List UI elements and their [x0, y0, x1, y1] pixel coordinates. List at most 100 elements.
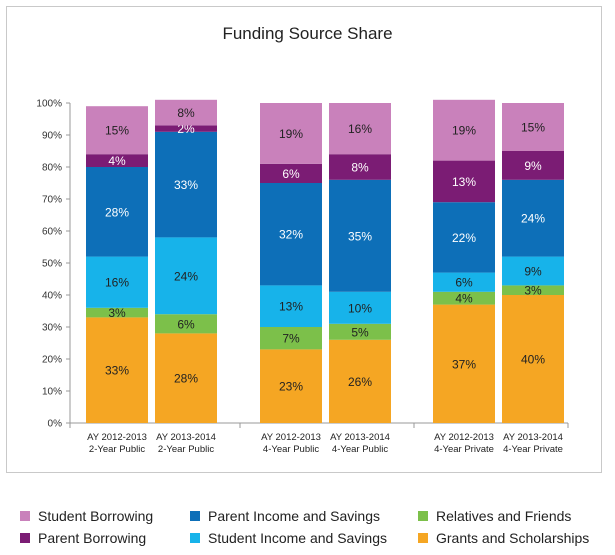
- y-tick-label: 0%: [48, 419, 63, 430]
- bar-value-label: 37%: [452, 357, 476, 371]
- bar-segment: [433, 291, 495, 305]
- bar-segment: [155, 333, 217, 423]
- y-tick-label: 60%: [42, 227, 62, 238]
- y-tick-label: 90%: [42, 131, 62, 142]
- x-tick-label: 4-Year Private: [503, 444, 563, 455]
- bar-value-label: 23%: [279, 380, 303, 394]
- bar-segment: [329, 179, 391, 292]
- legend-label: Parent Income and Savings: [208, 508, 380, 524]
- bar-value-label: 8%: [351, 161, 369, 175]
- bar-value-label: 13%: [279, 300, 303, 314]
- legend-item: Student Borrowing: [20, 508, 153, 524]
- bar-segment: [329, 323, 391, 340]
- bar-segment: [502, 151, 564, 180]
- bar-value-label: 33%: [105, 364, 129, 378]
- bar-segment: [86, 307, 148, 318]
- legend-swatch: [190, 511, 200, 521]
- legend-swatch: [190, 533, 200, 543]
- x-tick-label: AY 2013-2014: [156, 432, 216, 443]
- legend-label: Parent Borrowing: [38, 530, 147, 546]
- bar-value-label: 22%: [452, 231, 476, 245]
- bar-segment: [329, 154, 391, 180]
- bar-segment: [260, 285, 322, 327]
- bar-value-label: 6%: [455, 276, 473, 290]
- bar-segment: [433, 160, 495, 203]
- bar-segment: [86, 256, 148, 308]
- bar-segment: [155, 99, 217, 126]
- bar-value-label: 15%: [521, 121, 545, 135]
- bar-value-label: 24%: [174, 269, 198, 283]
- bar-segment: [502, 285, 564, 295]
- bar-segment: [502, 103, 564, 151]
- bar-value-label: 19%: [452, 124, 476, 138]
- bar-value-label: 32%: [279, 228, 303, 242]
- bar-value-label: 9%: [524, 265, 542, 279]
- legend-item: Student Income and Savings: [190, 530, 387, 546]
- bar-value-label: 13%: [452, 175, 476, 189]
- bar-segment: [260, 183, 322, 286]
- bar-value-label: 6%: [177, 317, 195, 331]
- bar-value-label: 5%: [351, 325, 369, 339]
- bar-value-label: 3%: [524, 284, 542, 298]
- bar-segment: [155, 131, 217, 238]
- bar-value-label: 4%: [108, 154, 126, 168]
- bar-value-label: 6%: [282, 167, 300, 181]
- legend-swatch: [418, 533, 428, 543]
- bar-value-label: 15%: [105, 124, 129, 138]
- x-tick-label: AY 2012-2013: [261, 432, 321, 443]
- bar-segment: [86, 167, 148, 257]
- bar-value-label: 28%: [105, 205, 129, 219]
- legend-swatch: [20, 511, 30, 521]
- bar-segment: [502, 295, 564, 423]
- legend-label: Grants and Scholarships: [436, 530, 590, 546]
- chart-title: Funding Source Share: [222, 24, 393, 43]
- bar-value-label: 16%: [105, 276, 129, 290]
- bar-segment: [433, 99, 495, 161]
- bar-value-label: 2%: [177, 122, 195, 136]
- bar-value-label: 9%: [524, 159, 542, 173]
- x-tick-label: 4-Year Private: [434, 444, 494, 455]
- x-tick-label: AY 2013-2014: [503, 432, 563, 443]
- y-tick-label: 20%: [42, 355, 62, 366]
- bar-segment: [502, 179, 564, 257]
- legend-swatch: [20, 533, 30, 543]
- bar-value-label: 19%: [279, 127, 303, 141]
- bar-value-label: 3%: [108, 306, 126, 320]
- bar-value-label: 8%: [177, 106, 195, 120]
- bar-segment: [433, 304, 495, 423]
- bar-value-label: 7%: [282, 332, 300, 346]
- bar-segment: [260, 103, 322, 164]
- chart-legend: Student Borrowing Parent Income and Savin…: [0, 500, 615, 555]
- bar-segment: [260, 349, 322, 423]
- x-tick-label: AY 2013-2014: [330, 432, 390, 443]
- bar-value-label: 4%: [455, 292, 473, 306]
- legend-label: Student Borrowing: [38, 508, 154, 524]
- bar-segment: [329, 291, 391, 324]
- bar-value-label: 35%: [348, 229, 372, 243]
- bar-value-label: 10%: [348, 301, 372, 315]
- y-tick-label: 40%: [42, 291, 62, 302]
- legend-item: Parent Income and Savings: [190, 508, 380, 524]
- bar-value-label: 24%: [521, 212, 545, 226]
- bar-segment: [86, 106, 148, 155]
- bar-value-label: 33%: [174, 178, 198, 192]
- stacked-bar-chart: 0% 10% 20% 30% 40% 50% 60% 70% 80% 90% 100% 33% 3% 16…: [36, 99, 569, 455]
- y-tick-label: 80%: [42, 163, 62, 174]
- bar-value-label: 16%: [348, 122, 372, 136]
- y-tick-label: 10%: [42, 387, 62, 398]
- bar-segment: [329, 103, 391, 155]
- bar-segment: [155, 125, 217, 132]
- x-tick-label: 4-Year Public: [332, 444, 388, 455]
- x-tick-label: 4-Year Public: [263, 444, 319, 455]
- bar-segment: [433, 272, 495, 292]
- y-tick-label: 100%: [36, 99, 62, 110]
- bar-segment: [86, 317, 148, 423]
- x-tick-label: 2-Year Public: [158, 444, 214, 455]
- bar-segment: [86, 154, 148, 167]
- bar-value-label: 40%: [521, 353, 545, 367]
- bar-value-label: 28%: [174, 372, 198, 386]
- x-tick-label: AY 2012-2013: [434, 432, 494, 443]
- legend-label: Student Income and Savings: [208, 530, 388, 546]
- legend-swatch: [418, 511, 428, 521]
- x-tick-label: AY 2012-2013: [87, 432, 147, 443]
